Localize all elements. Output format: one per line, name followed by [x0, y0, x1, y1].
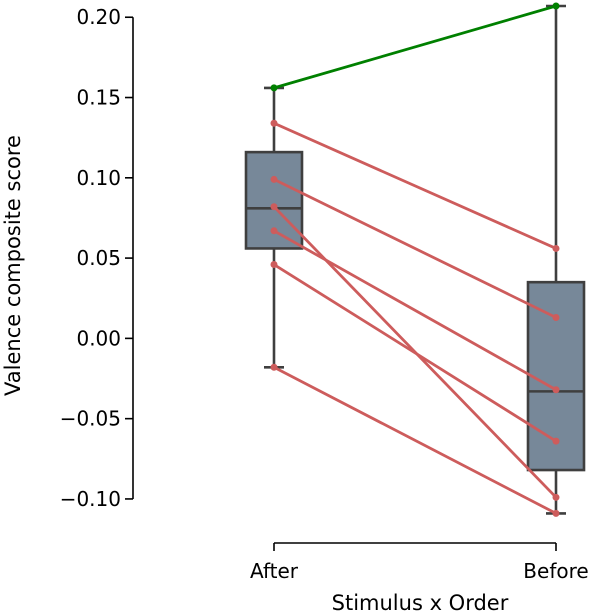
boxes-layer: [244, 4, 586, 515]
y-tick-label: −0.10: [60, 487, 121, 511]
paired-line: [272, 365, 558, 515]
x-tick-label: Before: [523, 559, 588, 583]
x-tick-label: After: [250, 559, 299, 583]
data-point-before: [552, 2, 560, 10]
paired-line: [272, 4, 558, 90]
box-iqr: [526, 280, 586, 472]
paired-lines-layer: [270, 2, 560, 517]
paired-line: [272, 121, 558, 250]
y-axis-title: Valence composite score: [1, 135, 25, 396]
data-point-after: [270, 227, 278, 235]
data-point-after: [270, 363, 278, 371]
paired-line: [272, 178, 558, 319]
y-tick-label: 0.10: [76, 166, 121, 190]
y-tick-label: −0.05: [60, 407, 121, 431]
data-point-after: [270, 84, 278, 92]
data-point-after: [270, 175, 278, 183]
data-point-before: [552, 437, 560, 445]
y-tick-label: 0.05: [76, 246, 121, 270]
y-ticks-layer: −0.10 −0.05 0.00 0.05 0.10 0.15 0.20: [60, 5, 133, 511]
paired-line: [272, 263, 558, 443]
data-point-after: [270, 119, 278, 127]
data-point-before: [552, 386, 560, 394]
y-tick-label: 0.15: [76, 86, 121, 110]
x-ticks-layer: After Before: [250, 543, 589, 583]
data-point-before: [552, 244, 560, 252]
y-tick-label: 0.20: [76, 5, 121, 29]
y-tick-label: 0.00: [76, 326, 121, 350]
data-point-before: [552, 509, 560, 517]
data-point-before: [552, 493, 560, 501]
paired-line: [272, 229, 558, 392]
data-point-after: [270, 203, 278, 211]
data-point-before: [552, 314, 560, 322]
x-axis-title: Stimulus x Order: [332, 591, 509, 615]
data-point-after: [270, 261, 278, 269]
